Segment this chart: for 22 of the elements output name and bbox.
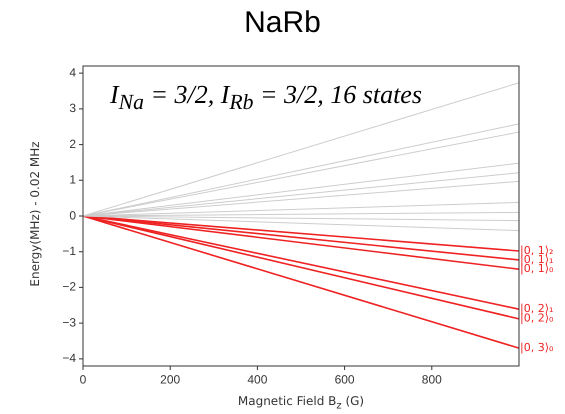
x-tick-label: 200 [160, 372, 181, 387]
x-tick-label: 400 [247, 372, 268, 387]
series-label: |0, 1⟩₂ [520, 244, 554, 257]
y-tick-label: −1 [62, 244, 76, 258]
y-tick-label: 1 [69, 172, 76, 187]
y-tick-label: 2 [69, 136, 76, 151]
y-tick-label: 3 [69, 101, 76, 116]
series-label: |0, 2⟩₀ [520, 312, 554, 325]
y-tick-label: −4 [62, 351, 76, 366]
annotation: I$_{Na}$ = 3/2, I$_{Rb}$ = 3/2, 16 states [110, 80, 422, 116]
x-axis-title: Magnetic Field B$_{z}$ (G) [236, 394, 366, 412]
x-tick-label: 600 [334, 372, 355, 387]
x-tick-label: 800 [422, 372, 442, 387]
y-tick-label: −3 [62, 315, 76, 330]
x-tick-label: 0 [80, 372, 87, 387]
series-label: |0, 1⟩₀ [520, 262, 554, 276]
y-tick-label: 4 [69, 65, 76, 80]
y-axis-title: Energy(MHz) - 0.02 MHz [28, 140, 42, 289]
y-tick-label: −2 [62, 280, 76, 294]
series-label: |0, 3⟩₀ [520, 341, 554, 354]
y-tick-label: 0 [69, 208, 76, 222]
chart-title: NaRb [243, 6, 322, 40]
